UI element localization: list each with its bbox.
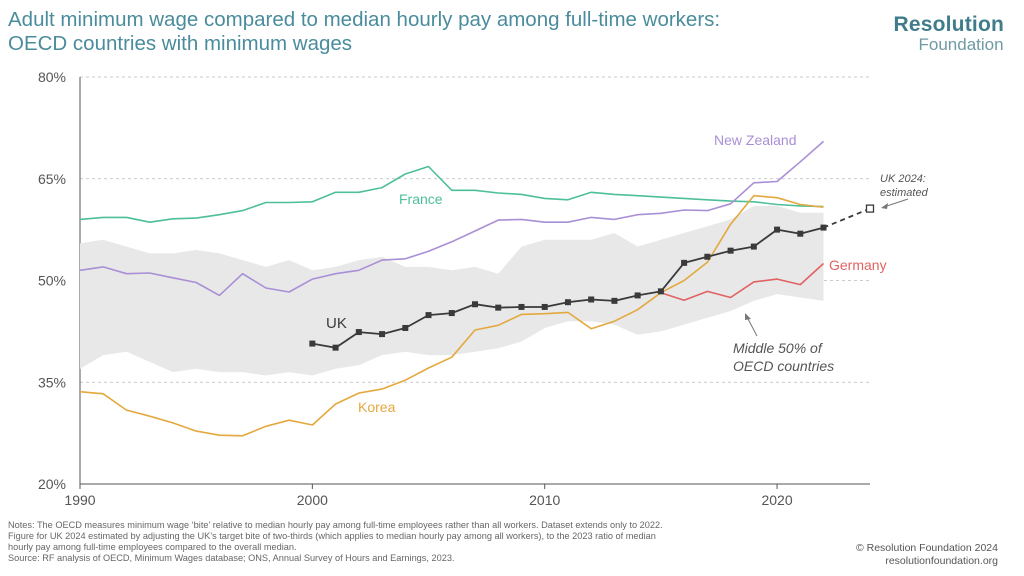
uk-point (657, 288, 664, 295)
y-tick-label: 50% (38, 273, 66, 289)
uk-point (402, 324, 409, 331)
uk-point (472, 301, 478, 308)
copyright-text: © Resolution Foundation 2024 (855, 542, 998, 554)
uk-2024-label-line-1: UK 2024: (880, 173, 926, 185)
notes-line-2: Figure for UK 2024 estimated by adjustin… (8, 531, 656, 541)
band-label-line-1: Middle 50% of (733, 340, 824, 356)
x-tick-label: 1990 (64, 492, 95, 508)
band-layer (80, 205, 824, 376)
notes-line-1: Notes: The OECD measures minimum wage ‘b… (8, 520, 663, 530)
resolution-foundation-logo: Resolution Foundation (894, 14, 1005, 54)
copyright-block: © Resolution Foundation 2024 resolutionf… (856, 542, 998, 568)
x-tick-label: 2020 (761, 492, 792, 508)
notes-line-3: hourly pay among full-time employees com… (8, 542, 297, 552)
chart-notes: Notes: The OECD measures minimum wage ‘b… (8, 520, 798, 564)
uk-2024-estimate-line (823, 207, 871, 229)
uk-point (750, 243, 757, 250)
uk-point (727, 247, 734, 254)
website-link: resolutionfoundation.org (885, 555, 998, 567)
uk-label: UK (326, 315, 347, 332)
uk-point (541, 303, 548, 310)
series-layer (79, 140, 875, 437)
uk-point (332, 344, 339, 351)
uk-point (634, 292, 641, 299)
uk-point (797, 230, 804, 237)
uk-point (448, 310, 455, 317)
label-layer: UK France New Zealand Korea Germany UK 2024: e… (326, 132, 929, 415)
uk-2024-estimate-point (865, 204, 875, 213)
uk-point (774, 226, 781, 233)
korea-label: Korea (358, 399, 396, 415)
uk-2024-arrow-line (883, 198, 909, 208)
uk-point (564, 299, 571, 306)
logo-line-2: Foundation (918, 35, 1004, 54)
uk-point (704, 253, 711, 260)
x-tick-label: 2010 (529, 492, 560, 508)
new-zealand-label: New Zealand (714, 132, 797, 148)
logo-line-1: Resolution (893, 13, 1004, 36)
band-label-line-2: OECD countries (733, 358, 834, 374)
y-tick-label: 35% (38, 374, 66, 390)
uk-point (355, 329, 362, 336)
uk-point (425, 312, 432, 319)
y-tick-label: 65% (38, 171, 66, 187)
y-tick-label: 20% (38, 476, 66, 492)
uk-point (681, 259, 688, 266)
notes-line-4: Source: RF analysis of OECD, Minimum Wag… (8, 553, 455, 563)
uk-2024-label-line-2: estimated (880, 187, 929, 199)
middle-50-band (80, 205, 824, 376)
chart-title: Adult minimum wage compared to median ho… (8, 8, 848, 56)
band-arrow-head (745, 313, 751, 320)
uk-point (495, 304, 502, 311)
uk-point (611, 297, 618, 304)
y-tick-label: 80% (38, 69, 66, 85)
uk-point (588, 296, 595, 303)
germany-label: Germany (829, 257, 887, 273)
germany-line (660, 262, 825, 302)
france-label: France (399, 191, 443, 207)
uk-point (309, 340, 316, 347)
new-zealand-line (79, 140, 825, 297)
chart-title-line-2: OECD countries with minimum wages (8, 32, 353, 55)
korea-line (79, 194, 824, 437)
band-arrow-line (746, 316, 758, 337)
uk-2024-arrow-head (881, 203, 888, 209)
x-tick-label: 2000 (297, 492, 328, 508)
chart-title-line-1: Adult minimum wage compared to median ho… (8, 8, 721, 31)
uk-point (518, 303, 525, 310)
france-line (79, 165, 824, 223)
uk-point (379, 331, 386, 338)
